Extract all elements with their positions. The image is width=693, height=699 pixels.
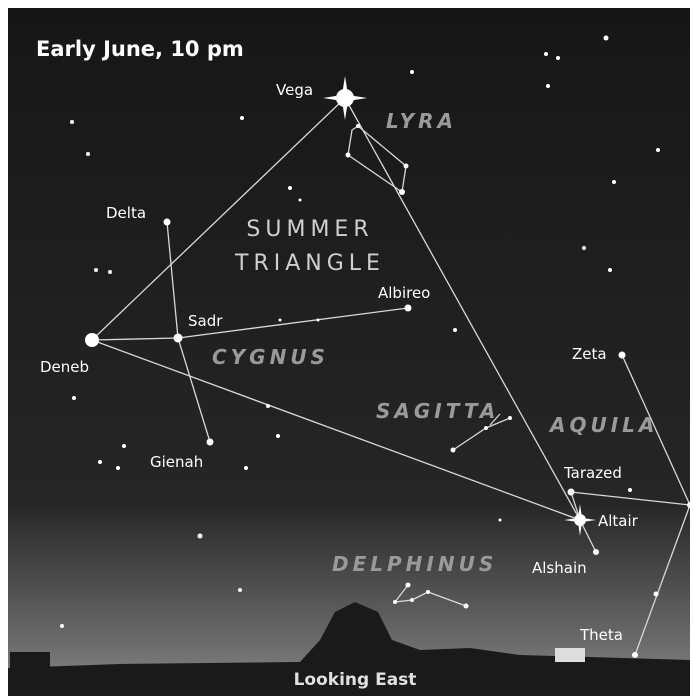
asterism-label: TRIANGLE	[234, 251, 385, 276]
constellation-label: CYGNUS	[212, 345, 329, 369]
sky	[8, 8, 690, 696]
constellation-label: SAGITTA	[376, 399, 499, 423]
star-label: Theta	[579, 626, 623, 644]
star-label: Gienah	[150, 453, 203, 471]
star-label: Altair	[598, 512, 639, 530]
star-label: Alshain	[532, 559, 587, 577]
star-label: Zeta	[572, 345, 607, 363]
star-label: Delta	[106, 204, 146, 222]
star-label: Albireo	[378, 284, 430, 302]
constellation-label: DELPHINUS	[332, 552, 497, 576]
asterism-label: SUMMER	[246, 217, 373, 242]
footer: Looking East	[294, 670, 417, 690]
star-label: Vega	[276, 81, 313, 99]
star-label: Deneb	[40, 358, 89, 376]
horizon	[8, 602, 690, 696]
star-label: Sadr	[188, 312, 223, 330]
star-label: Tarazed	[563, 464, 622, 482]
constellation-label: LYRA	[386, 109, 457, 133]
stars	[60, 35, 693, 658]
title: Early June, 10 pm	[36, 37, 244, 61]
constellation-label: AQUILA	[548, 413, 658, 437]
